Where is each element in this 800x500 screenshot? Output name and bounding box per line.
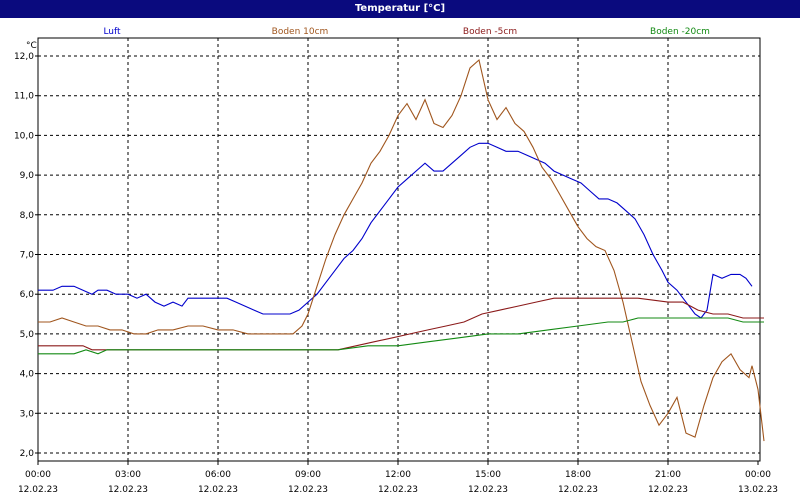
y-tick-label: 3,0 bbox=[20, 409, 35, 419]
x-tick-date: 12.02.23 bbox=[468, 485, 508, 495]
series-line-luft bbox=[38, 142, 753, 319]
series-line-boden-5cm bbox=[38, 297, 764, 351]
x-tick-time: 00:00 bbox=[745, 470, 771, 480]
y-axis-unit: °C bbox=[26, 41, 37, 51]
x-tick-time: 00:00 bbox=[25, 470, 51, 480]
x-tick-date: 12.02.23 bbox=[648, 485, 688, 495]
y-tick-label: 10,0 bbox=[14, 131, 34, 141]
y-tick-label: 8,0 bbox=[20, 211, 35, 221]
y-tick-label: 6,0 bbox=[20, 290, 35, 300]
y-tick-label: 5,0 bbox=[20, 330, 35, 340]
x-tick-time: 21:00 bbox=[655, 470, 681, 480]
x-tick-time: 15:00 bbox=[475, 470, 501, 480]
legend-entry: Luft bbox=[103, 27, 121, 37]
x-tick-time: 12:00 bbox=[385, 470, 411, 480]
x-tick-date: 12.02.23 bbox=[288, 485, 328, 495]
x-tick-date: 12.02.23 bbox=[108, 485, 148, 495]
x-tick-date: 12.02.23 bbox=[378, 485, 418, 495]
grid bbox=[38, 38, 760, 461]
series-line-boden-10cm bbox=[38, 58, 765, 442]
window-title: Temperatur [°C] bbox=[0, 0, 800, 18]
y-tick-label: 9,0 bbox=[20, 171, 35, 181]
x-tick-date: 12.02.23 bbox=[198, 485, 238, 495]
x-tick-time: 09:00 bbox=[295, 470, 321, 480]
x-tick-time: 06:00 bbox=[205, 470, 231, 480]
y-tick-label: 7,0 bbox=[20, 251, 35, 261]
y-tick-label: 2,0 bbox=[20, 449, 35, 459]
y-tick-label: 12,0 bbox=[14, 52, 34, 62]
plot-frame bbox=[37, 37, 761, 462]
y-tick-label: 11,0 bbox=[14, 92, 34, 102]
legend-entry: Boden -5cm bbox=[463, 27, 517, 37]
legend-entry: Boden -20cm bbox=[650, 27, 710, 37]
x-tick-date: 12.02.23 bbox=[558, 485, 598, 495]
legend: Luft Boden 10cm Boden -5cm Boden -20cm bbox=[103, 27, 710, 37]
legend-entry: Boden 10cm bbox=[272, 27, 329, 37]
x-tick-date: 13.02.23 bbox=[738, 485, 778, 495]
series-line-boden-20cm bbox=[38, 317, 764, 355]
y-tick-label: 4,0 bbox=[20, 370, 35, 380]
x-tick-date: 12.02.23 bbox=[18, 485, 58, 495]
series-lines bbox=[38, 58, 765, 442]
axes: 12,0 11,0 10,0 9,0 8,0 7,0 6,0 5,0 4,0 3,0 2,0 00:0… bbox=[14, 37, 778, 495]
x-tick-time: 03:00 bbox=[115, 470, 141, 480]
x-tick-time: 18:00 bbox=[565, 470, 591, 480]
